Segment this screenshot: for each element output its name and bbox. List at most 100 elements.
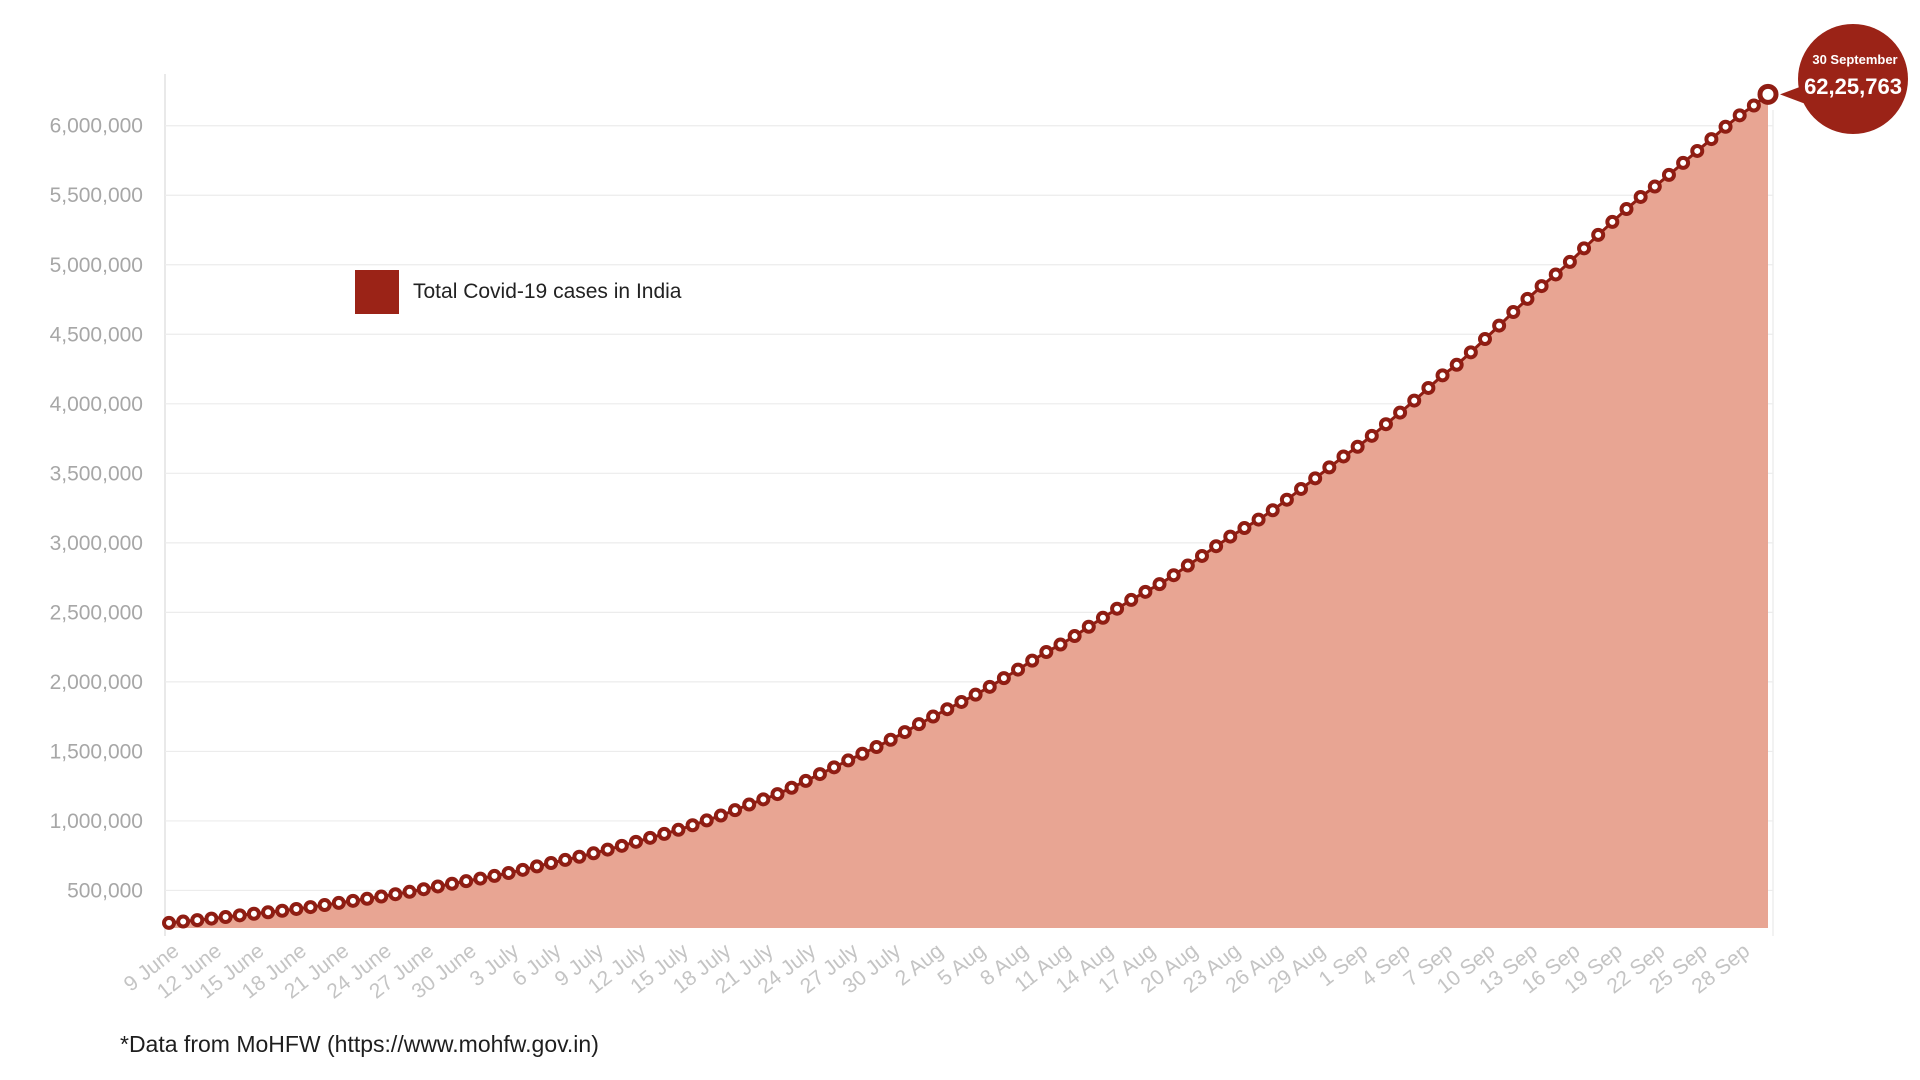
data-point bbox=[869, 740, 884, 755]
data-point bbox=[728, 803, 743, 818]
legend-swatch bbox=[355, 270, 399, 314]
y-tick-label: 3,500,000 bbox=[50, 462, 143, 485]
y-tick-label: 1,000,000 bbox=[50, 810, 143, 833]
data-point bbox=[1081, 619, 1096, 634]
data-point bbox=[1449, 357, 1464, 372]
data-point bbox=[1279, 492, 1294, 507]
y-axis: 500,000 1,000,000 1,500,000 2,000,000 2,500,… bbox=[50, 115, 143, 903]
data-point bbox=[261, 905, 276, 920]
last-value-annotation: 30 September 62,25,763 bbox=[1780, 24, 1908, 134]
data-point bbox=[1110, 601, 1125, 616]
data-point bbox=[303, 900, 318, 915]
data-point bbox=[657, 826, 672, 841]
data-point bbox=[1124, 592, 1139, 607]
legend-label: Total Covid-19 cases in India bbox=[413, 280, 682, 303]
data-point bbox=[1757, 83, 1779, 105]
data-point bbox=[558, 852, 573, 867]
data-point bbox=[1477, 332, 1492, 347]
data-point bbox=[501, 866, 516, 880]
data-point bbox=[1562, 254, 1577, 269]
data-point bbox=[204, 911, 219, 926]
data-point bbox=[996, 671, 1011, 686]
data-point bbox=[1548, 267, 1563, 282]
x-tick-label: 2 Aug bbox=[891, 939, 948, 990]
data-point bbox=[628, 834, 643, 849]
data-point bbox=[162, 915, 176, 930]
data-point bbox=[1152, 577, 1167, 592]
data-point bbox=[1265, 503, 1280, 518]
data-point bbox=[1067, 629, 1082, 644]
y-tick-label: 2,000,000 bbox=[50, 671, 143, 694]
data-point bbox=[1661, 167, 1676, 182]
y-tick-label: 3,000,000 bbox=[50, 532, 143, 555]
data-point bbox=[1223, 529, 1238, 544]
data-point bbox=[685, 818, 700, 833]
x-tick: 3 July bbox=[466, 939, 524, 991]
data-point bbox=[812, 767, 827, 782]
data-point bbox=[883, 732, 898, 747]
annotation-pointer bbox=[1780, 85, 1804, 104]
data-point bbox=[572, 849, 587, 864]
data-point bbox=[699, 813, 714, 828]
data-point bbox=[940, 702, 955, 717]
data-point bbox=[317, 898, 332, 913]
data-point bbox=[218, 910, 233, 925]
data-point bbox=[331, 895, 346, 910]
data-point bbox=[515, 862, 530, 877]
annotation-value: 62,25,763 bbox=[1804, 74, 1902, 99]
y-tick-label: 5,500,000 bbox=[50, 184, 143, 207]
data-point bbox=[742, 797, 757, 812]
data-point bbox=[1463, 345, 1478, 360]
x-tick-label: 5 Aug bbox=[934, 939, 991, 990]
data-point bbox=[1194, 548, 1209, 563]
data-point bbox=[1676, 155, 1691, 170]
y-tick-label: 4,000,000 bbox=[50, 393, 143, 416]
data-point bbox=[1180, 558, 1195, 573]
area-series bbox=[168, 93, 1769, 928]
x-tick-label: 6 July bbox=[508, 939, 566, 991]
annotation-badge bbox=[1798, 24, 1908, 134]
data-point bbox=[445, 876, 460, 891]
data-point bbox=[459, 874, 474, 889]
data-point bbox=[1251, 512, 1266, 527]
data-point bbox=[1647, 179, 1662, 194]
data-point bbox=[1378, 417, 1393, 432]
data-point bbox=[544, 856, 559, 871]
data-point bbox=[954, 694, 969, 709]
series-markers bbox=[162, 83, 1779, 930]
data-point bbox=[756, 792, 771, 807]
data-point bbox=[1336, 449, 1351, 464]
data-point bbox=[1718, 119, 1733, 134]
data-point bbox=[1025, 653, 1040, 668]
data-point bbox=[430, 879, 445, 894]
y-tick-label: 6,000,000 bbox=[50, 115, 143, 138]
data-point bbox=[1237, 521, 1252, 536]
data-point bbox=[360, 891, 375, 906]
data-point bbox=[1294, 481, 1309, 496]
data-point bbox=[671, 822, 686, 837]
data-point bbox=[345, 893, 360, 908]
data-point bbox=[1407, 393, 1422, 408]
data-point bbox=[1619, 202, 1634, 217]
data-point bbox=[289, 901, 304, 916]
x-tick: 5 Aug bbox=[934, 939, 991, 990]
x-tick-label: 3 July bbox=[466, 939, 524, 991]
series-area-fill bbox=[169, 94, 1768, 928]
data-point bbox=[897, 725, 912, 740]
y-tick-label: 1,500,000 bbox=[50, 740, 143, 763]
data-point bbox=[798, 773, 813, 788]
y-tick-label: 500,000 bbox=[67, 879, 143, 902]
data-point bbox=[487, 868, 502, 883]
data-point bbox=[232, 908, 247, 923]
data-point bbox=[855, 746, 870, 761]
data-point bbox=[1209, 539, 1224, 554]
data-point bbox=[1534, 279, 1549, 294]
y-tick-label: 2,500,000 bbox=[50, 601, 143, 624]
data-point bbox=[926, 709, 941, 724]
data-point bbox=[1746, 98, 1761, 113]
source-footnote: *Data from MoHFW (https://www.mohfw.gov.… bbox=[120, 1031, 599, 1057]
annotation-date: 30 September bbox=[1812, 52, 1897, 67]
data-point bbox=[1435, 368, 1450, 383]
